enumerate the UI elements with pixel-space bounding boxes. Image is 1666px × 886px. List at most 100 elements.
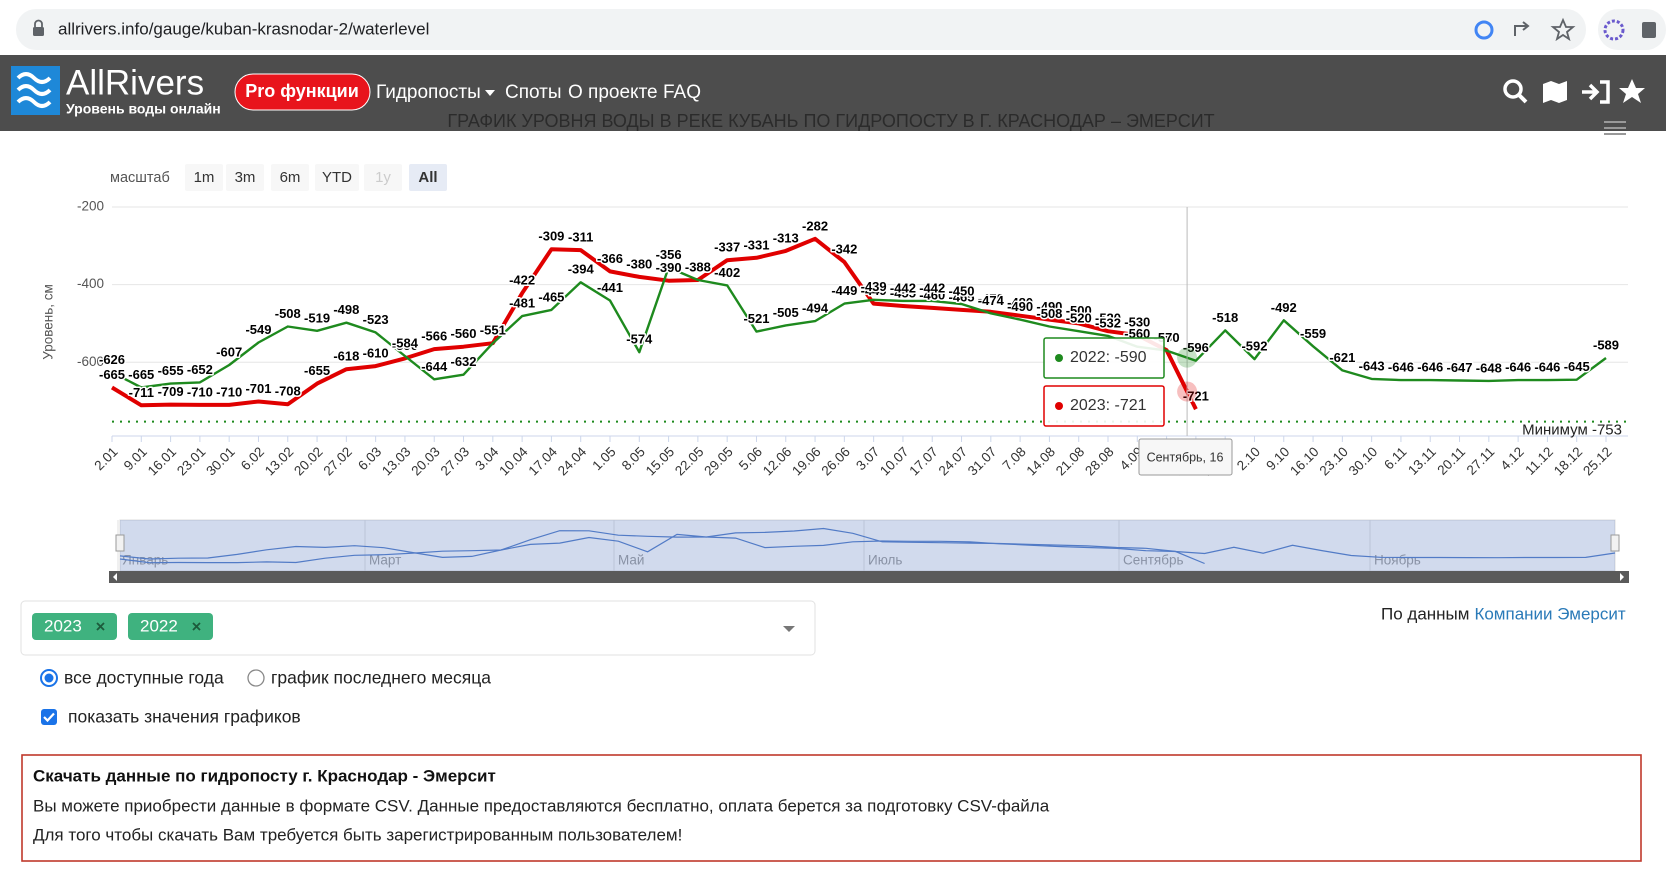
nav-link[interactable]: Гидропосты — [376, 82, 481, 103]
x-tick-label: 20.03 — [408, 444, 443, 479]
address-bar[interactable] — [16, 9, 1586, 50]
navigator-handle[interactable] — [115, 534, 125, 552]
navigator-handle[interactable] — [1610, 534, 1620, 552]
year-tag[interactable] — [128, 613, 213, 640]
value-label: -592 — [1241, 339, 1267, 354]
value-label: -449 — [861, 283, 887, 298]
x-tick-label: 30.01 — [203, 444, 238, 479]
value-label: -665 — [99, 367, 125, 382]
x-tick-label: 20.11 — [1434, 444, 1468, 478]
value-label: -342 — [831, 242, 857, 257]
pro-button-label[interactable]: Pro функции — [245, 81, 359, 101]
range-label: масштаб — [110, 170, 170, 186]
value-label: -530 — [1124, 315, 1150, 330]
value-label: -721 — [1183, 389, 1209, 404]
navigator-mask[interactable] — [120, 520, 1615, 571]
tag-remove[interactable] — [192, 622, 201, 631]
range-button[interactable] — [409, 164, 447, 191]
value-label: -439 — [861, 279, 887, 294]
radio-dot — [44, 673, 54, 683]
checkbox-label[interactable]: показать значения графиков — [68, 707, 301, 727]
value-label: -710 — [187, 384, 213, 399]
pro-button[interactable] — [234, 73, 371, 111]
value-label: -450 — [949, 283, 975, 298]
y-tick-label: -200 — [77, 199, 104, 214]
range-button[interactable] — [271, 164, 309, 191]
scroll-arrow — [1620, 573, 1624, 581]
chart-menu[interactable] — [1604, 121, 1626, 135]
puzzle-icon[interactable] — [1642, 22, 1656, 38]
share-icon[interactable] — [1514, 21, 1530, 36]
value-label: -500 — [1066, 303, 1092, 318]
x-tick-label: 16.01 — [145, 444, 180, 479]
nav-link[interactable]: Споты — [505, 82, 562, 103]
value-label: -366 — [597, 251, 623, 266]
x-tick-label: 29.05 — [701, 444, 736, 479]
x-tick-label: 12.06 — [760, 444, 795, 479]
value-label: -655 — [304, 363, 330, 378]
tooltip-bullet — [1055, 402, 1063, 410]
x-tick-label: 2.01 — [91, 444, 120, 473]
value-label: -610 — [363, 346, 389, 361]
tooltip-text: 2022: -590 — [1070, 349, 1147, 366]
value-label: -566 — [421, 328, 447, 343]
search-icon[interactable] — [1503, 79, 1523, 99]
x-tick-label: 27.02 — [320, 444, 355, 479]
value-label: -460 — [919, 287, 945, 302]
value-label: -665 — [128, 367, 154, 382]
x-tick-label: 16.10 — [1287, 444, 1322, 479]
value-label: -474 — [978, 293, 1005, 308]
lock-icon — [34, 19, 43, 27]
lock-icon — [33, 27, 44, 36]
value-label: -455 — [890, 285, 916, 300]
value-label: -442 — [919, 280, 945, 295]
value-label: -551 — [480, 323, 506, 338]
nav-link[interactable]: FAQ — [663, 82, 701, 103]
navigator-label: Май — [618, 553, 644, 568]
value-label: -652 — [187, 362, 213, 377]
value-label: -648 — [1476, 360, 1502, 375]
value-label: -465 — [538, 289, 564, 304]
radio[interactable] — [247, 669, 265, 687]
x-tick-label: 24.07 — [936, 444, 971, 479]
favorite-icon[interactable] — [1619, 79, 1645, 103]
extension-icon[interactable] — [1603, 19, 1625, 41]
x-tick-label: 18.12 — [1551, 444, 1586, 479]
value-label: -711 — [129, 385, 154, 400]
bookmark-icon[interactable] — [1550, 17, 1576, 42]
x-tick-label: 20.02 — [291, 444, 326, 479]
source-link[interactable]: Компании Эмерсит — [1474, 604, 1625, 623]
year-tag[interactable] — [32, 613, 117, 640]
logo-text[interactable]: AllRivers — [66, 63, 204, 102]
google-icon[interactable] — [1474, 20, 1494, 40]
x-tick-label: 19.06 — [789, 444, 824, 479]
value-label: -490 — [1036, 299, 1062, 314]
range-button[interactable] — [364, 164, 402, 191]
range-button-label: 3m — [235, 169, 256, 186]
checkbox[interactable] — [41, 709, 57, 725]
range-button[interactable] — [185, 164, 223, 191]
scrollbar[interactable] — [109, 571, 1629, 583]
nav-link[interactable]: О проекте — [568, 82, 658, 103]
login-icon[interactable] — [1582, 80, 1610, 104]
radio-label[interactable]: все доступные года — [64, 668, 224, 688]
range-button[interactable] — [226, 164, 264, 191]
url[interactable]: allrivers.info/gauge/kuban-krasnodar-2/w… — [58, 19, 429, 38]
year-tag-label: 2022 — [140, 616, 178, 635]
hover-marker — [1177, 381, 1198, 402]
map-icon[interactable] — [1543, 81, 1567, 103]
checkbox-tick — [43, 712, 55, 723]
tooltip-bullet — [1055, 354, 1063, 362]
navigator-label: Январь — [122, 553, 168, 568]
select-caret[interactable] — [783, 626, 795, 632]
tag-remove[interactable] — [96, 622, 105, 631]
value-label: -708 — [275, 384, 301, 399]
range-button[interactable] — [315, 164, 359, 191]
value-label: -644 — [421, 359, 448, 374]
value-label: -282 — [802, 218, 828, 233]
year-select[interactable] — [20, 600, 816, 656]
radio-label[interactable]: график последнего месяца — [271, 668, 491, 688]
value-label: -508 — [1036, 306, 1062, 321]
